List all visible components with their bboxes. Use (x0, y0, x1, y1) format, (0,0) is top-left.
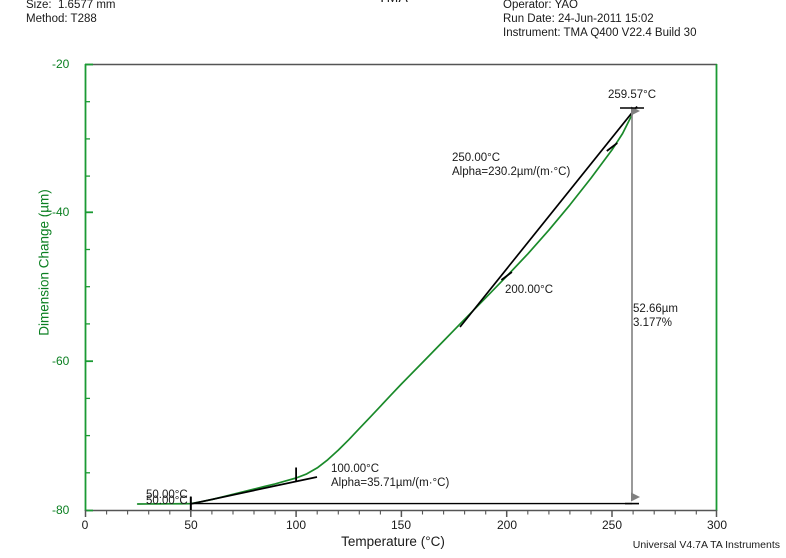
y-tick-label--20: -20 (52, 57, 70, 71)
x-tick-label-50: 50 (184, 518, 198, 532)
y-tick-label--60: -60 (52, 354, 70, 368)
plot-frame (84, 63, 718, 512)
run-info-block: Operator: YAO Run Date: 24-Jun-2011 15:0… (503, 0, 697, 39)
x-tick-label-250: 250 (601, 518, 623, 532)
tangent-high-temperature (459, 105, 638, 328)
y-axis-title: Dimension Change (µm) (36, 189, 52, 336)
y-axis-ticks (85, 63, 93, 512)
x-tick-label-200: 200 (496, 518, 518, 532)
sample-info-block: Size: 1.6577 mm Method: T288 (26, 0, 116, 25)
annotation-expansion-delta: 52.66µm 3.177% (633, 303, 678, 329)
annotation-temperature-259: 259.57°C (608, 89, 657, 101)
x-axis-title: Temperature (°C) (341, 534, 445, 549)
annotation-temperature-200: 200.00°C (505, 284, 554, 296)
x-tick-label-150: 150 (390, 518, 412, 532)
x-axis-ticks (84, 510, 718, 517)
x-tick-label-0: 0 (81, 518, 89, 532)
x-tick-label-100: 100 (285, 518, 307, 532)
x-tick-label-300: 300 (706, 518, 728, 532)
y-tick-label--40: -40 (52, 205, 70, 219)
annotation-alpha-high: 250.00°C Alpha=230.2µm/(m·°C) (452, 152, 571, 178)
footer-text: Universal V4.7A TA Instruments (632, 539, 780, 551)
annotation-onset-b: 50.00°C (146, 495, 188, 507)
y-tick-label--80: -80 (52, 503, 70, 517)
chart-title: TMA (0, 0, 786, 5)
annotation-alpha-low: 100.00°C Alpha=35.71µm/(m·°C) (331, 463, 450, 489)
annotation-onset-a: 50.00°C (146, 489, 188, 501)
expansion-measurement-arrow (620, 106, 644, 505)
